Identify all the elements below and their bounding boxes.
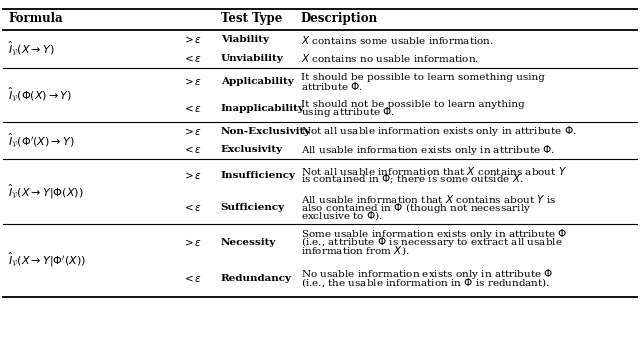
Text: $X$ contains some usable information.: $X$ contains some usable information. bbox=[301, 34, 493, 46]
Text: Necessity: Necessity bbox=[221, 238, 276, 246]
Text: It should be possible to learn something using: It should be possible to learn something… bbox=[301, 73, 545, 82]
Text: Unviability: Unviability bbox=[221, 54, 284, 63]
Text: Inapplicability: Inapplicability bbox=[221, 104, 305, 113]
Text: $> \epsilon$: $> \epsilon$ bbox=[182, 170, 202, 181]
Text: Description: Description bbox=[301, 12, 378, 25]
Text: $> \epsilon$: $> \epsilon$ bbox=[182, 76, 202, 87]
Text: $< \epsilon$: $< \epsilon$ bbox=[182, 273, 202, 284]
Text: No usable information exists only in attribute $\Phi$: No usable information exists only in att… bbox=[301, 267, 554, 282]
Text: is contained in $\Phi$; there is some outside $X$.: is contained in $\Phi$; there is some ou… bbox=[301, 173, 524, 186]
Text: $\hat{I}_{\mathcal{V}}(\Phi(X) \to Y)$: $\hat{I}_{\mathcal{V}}(\Phi(X) \to Y)$ bbox=[8, 86, 72, 104]
Text: $X$ contains no usable information.: $X$ contains no usable information. bbox=[301, 53, 479, 64]
Text: Insufficiency: Insufficiency bbox=[221, 171, 296, 180]
Text: $> \epsilon$: $> \epsilon$ bbox=[182, 126, 202, 137]
Text: $\hat{I}_{\mathcal{V}}(X \to Y|\Phi'(X))$: $\hat{I}_{\mathcal{V}}(X \to Y|\Phi'(X))… bbox=[8, 251, 86, 269]
Text: Applicability: Applicability bbox=[221, 77, 294, 86]
Text: Viability: Viability bbox=[221, 35, 269, 44]
Text: Formula: Formula bbox=[8, 12, 63, 25]
Text: information from $X$).: information from $X$). bbox=[301, 244, 409, 257]
Text: Not all usable information exists only in attribute $\Phi$.: Not all usable information exists only i… bbox=[301, 124, 577, 138]
Text: $\hat{I}_{\mathcal{V}}(X \to Y|\Phi(X))$: $\hat{I}_{\mathcal{V}}(X \to Y|\Phi(X))$ bbox=[8, 182, 84, 201]
Text: using attribute $\Phi$.: using attribute $\Phi$. bbox=[301, 105, 395, 119]
Text: Exclusivity: Exclusivity bbox=[221, 145, 283, 155]
Text: Not all usable information that $X$ contains about $Y$: Not all usable information that $X$ cont… bbox=[301, 165, 567, 177]
Text: $\hat{I}_{\mathcal{V}}(\Phi'(X) \to Y)$: $\hat{I}_{\mathcal{V}}(\Phi'(X) \to Y)$ bbox=[8, 132, 75, 150]
Text: $> \epsilon$: $> \epsilon$ bbox=[182, 237, 202, 247]
Text: $< \epsilon$: $< \epsilon$ bbox=[182, 202, 202, 213]
Text: $> \epsilon$: $> \epsilon$ bbox=[182, 34, 202, 45]
Text: Some usable information exists only in attribute $\Phi$: Some usable information exists only in a… bbox=[301, 227, 567, 241]
Text: Sufficiency: Sufficiency bbox=[221, 203, 285, 212]
Text: (i.e., the usable information in $\Phi$ is redundant).: (i.e., the usable information in $\Phi$ … bbox=[301, 276, 550, 289]
Text: All usable information exists only in attribute $\Phi$.: All usable information exists only in at… bbox=[301, 143, 555, 157]
Text: $< \epsilon$: $< \epsilon$ bbox=[182, 53, 202, 64]
Text: also contained in $\Phi$ (though not necessarily: also contained in $\Phi$ (though not nec… bbox=[301, 201, 531, 215]
Text: Non-Exclusivity: Non-Exclusivity bbox=[221, 127, 311, 136]
Text: attribute $\Phi$.: attribute $\Phi$. bbox=[301, 80, 363, 92]
Text: Test Type: Test Type bbox=[221, 12, 282, 25]
Text: Redundancy: Redundancy bbox=[221, 274, 292, 283]
Text: (i.e., attribute $\Phi$ is necessary to extract all usable: (i.e., attribute $\Phi$ is necessary to … bbox=[301, 235, 563, 249]
Text: $< \epsilon$: $< \epsilon$ bbox=[182, 103, 202, 114]
Text: $\hat{I}_{\mathcal{V}}(X \to Y)$: $\hat{I}_{\mathcal{V}}(X \to Y)$ bbox=[8, 40, 55, 58]
Text: $< \epsilon$: $< \epsilon$ bbox=[182, 144, 202, 156]
Text: It should not be possible to learn anything: It should not be possible to learn anyth… bbox=[301, 100, 525, 109]
Text: All usable information that $X$ contains about $Y$ is: All usable information that $X$ contains… bbox=[301, 193, 556, 205]
Text: exclusive to $\Phi$).: exclusive to $\Phi$). bbox=[301, 209, 383, 222]
